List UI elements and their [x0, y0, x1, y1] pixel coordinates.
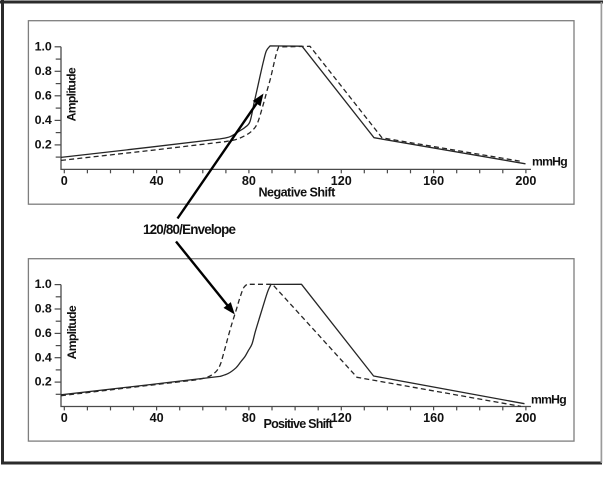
svg-text:0.4: 0.4: [35, 113, 52, 127]
svg-text:0: 0: [61, 174, 68, 188]
svg-text:Negative Shift: Negative Shift: [258, 185, 336, 199]
svg-text:0.4: 0.4: [35, 350, 52, 364]
svg-text:Positive Shift: Positive Shift: [264, 417, 334, 431]
svg-text:160: 160: [423, 174, 444, 188]
svg-text:120: 120: [331, 411, 352, 425]
svg-text:40: 40: [150, 174, 164, 188]
svg-text:120: 120: [331, 174, 352, 188]
svg-text:0: 0: [61, 411, 68, 425]
svg-text:200: 200: [515, 174, 536, 188]
svg-text:Amplitude: Amplitude: [65, 67, 79, 121]
svg-text:40: 40: [150, 411, 164, 425]
svg-text:1.0: 1.0: [35, 277, 52, 291]
svg-text:0.8: 0.8: [35, 64, 52, 78]
svg-text:0.2: 0.2: [35, 138, 52, 152]
svg-text:0.6: 0.6: [35, 88, 52, 102]
svg-text:80: 80: [242, 174, 256, 188]
svg-text:80: 80: [242, 411, 256, 425]
svg-text:0.8: 0.8: [35, 302, 52, 316]
svg-text:mmHg: mmHg: [532, 155, 567, 169]
svg-text:mmHg: mmHg: [531, 392, 566, 406]
svg-text:160: 160: [423, 411, 444, 425]
svg-text:1.0: 1.0: [35, 39, 52, 53]
svg-text:120/80/Envelope: 120/80/Envelope: [143, 222, 236, 237]
svg-text:0.2: 0.2: [35, 375, 52, 389]
svg-text:200: 200: [515, 411, 536, 425]
svg-text:Amplitude: Amplitude: [65, 305, 79, 359]
svg-text:0.6: 0.6: [35, 326, 52, 340]
